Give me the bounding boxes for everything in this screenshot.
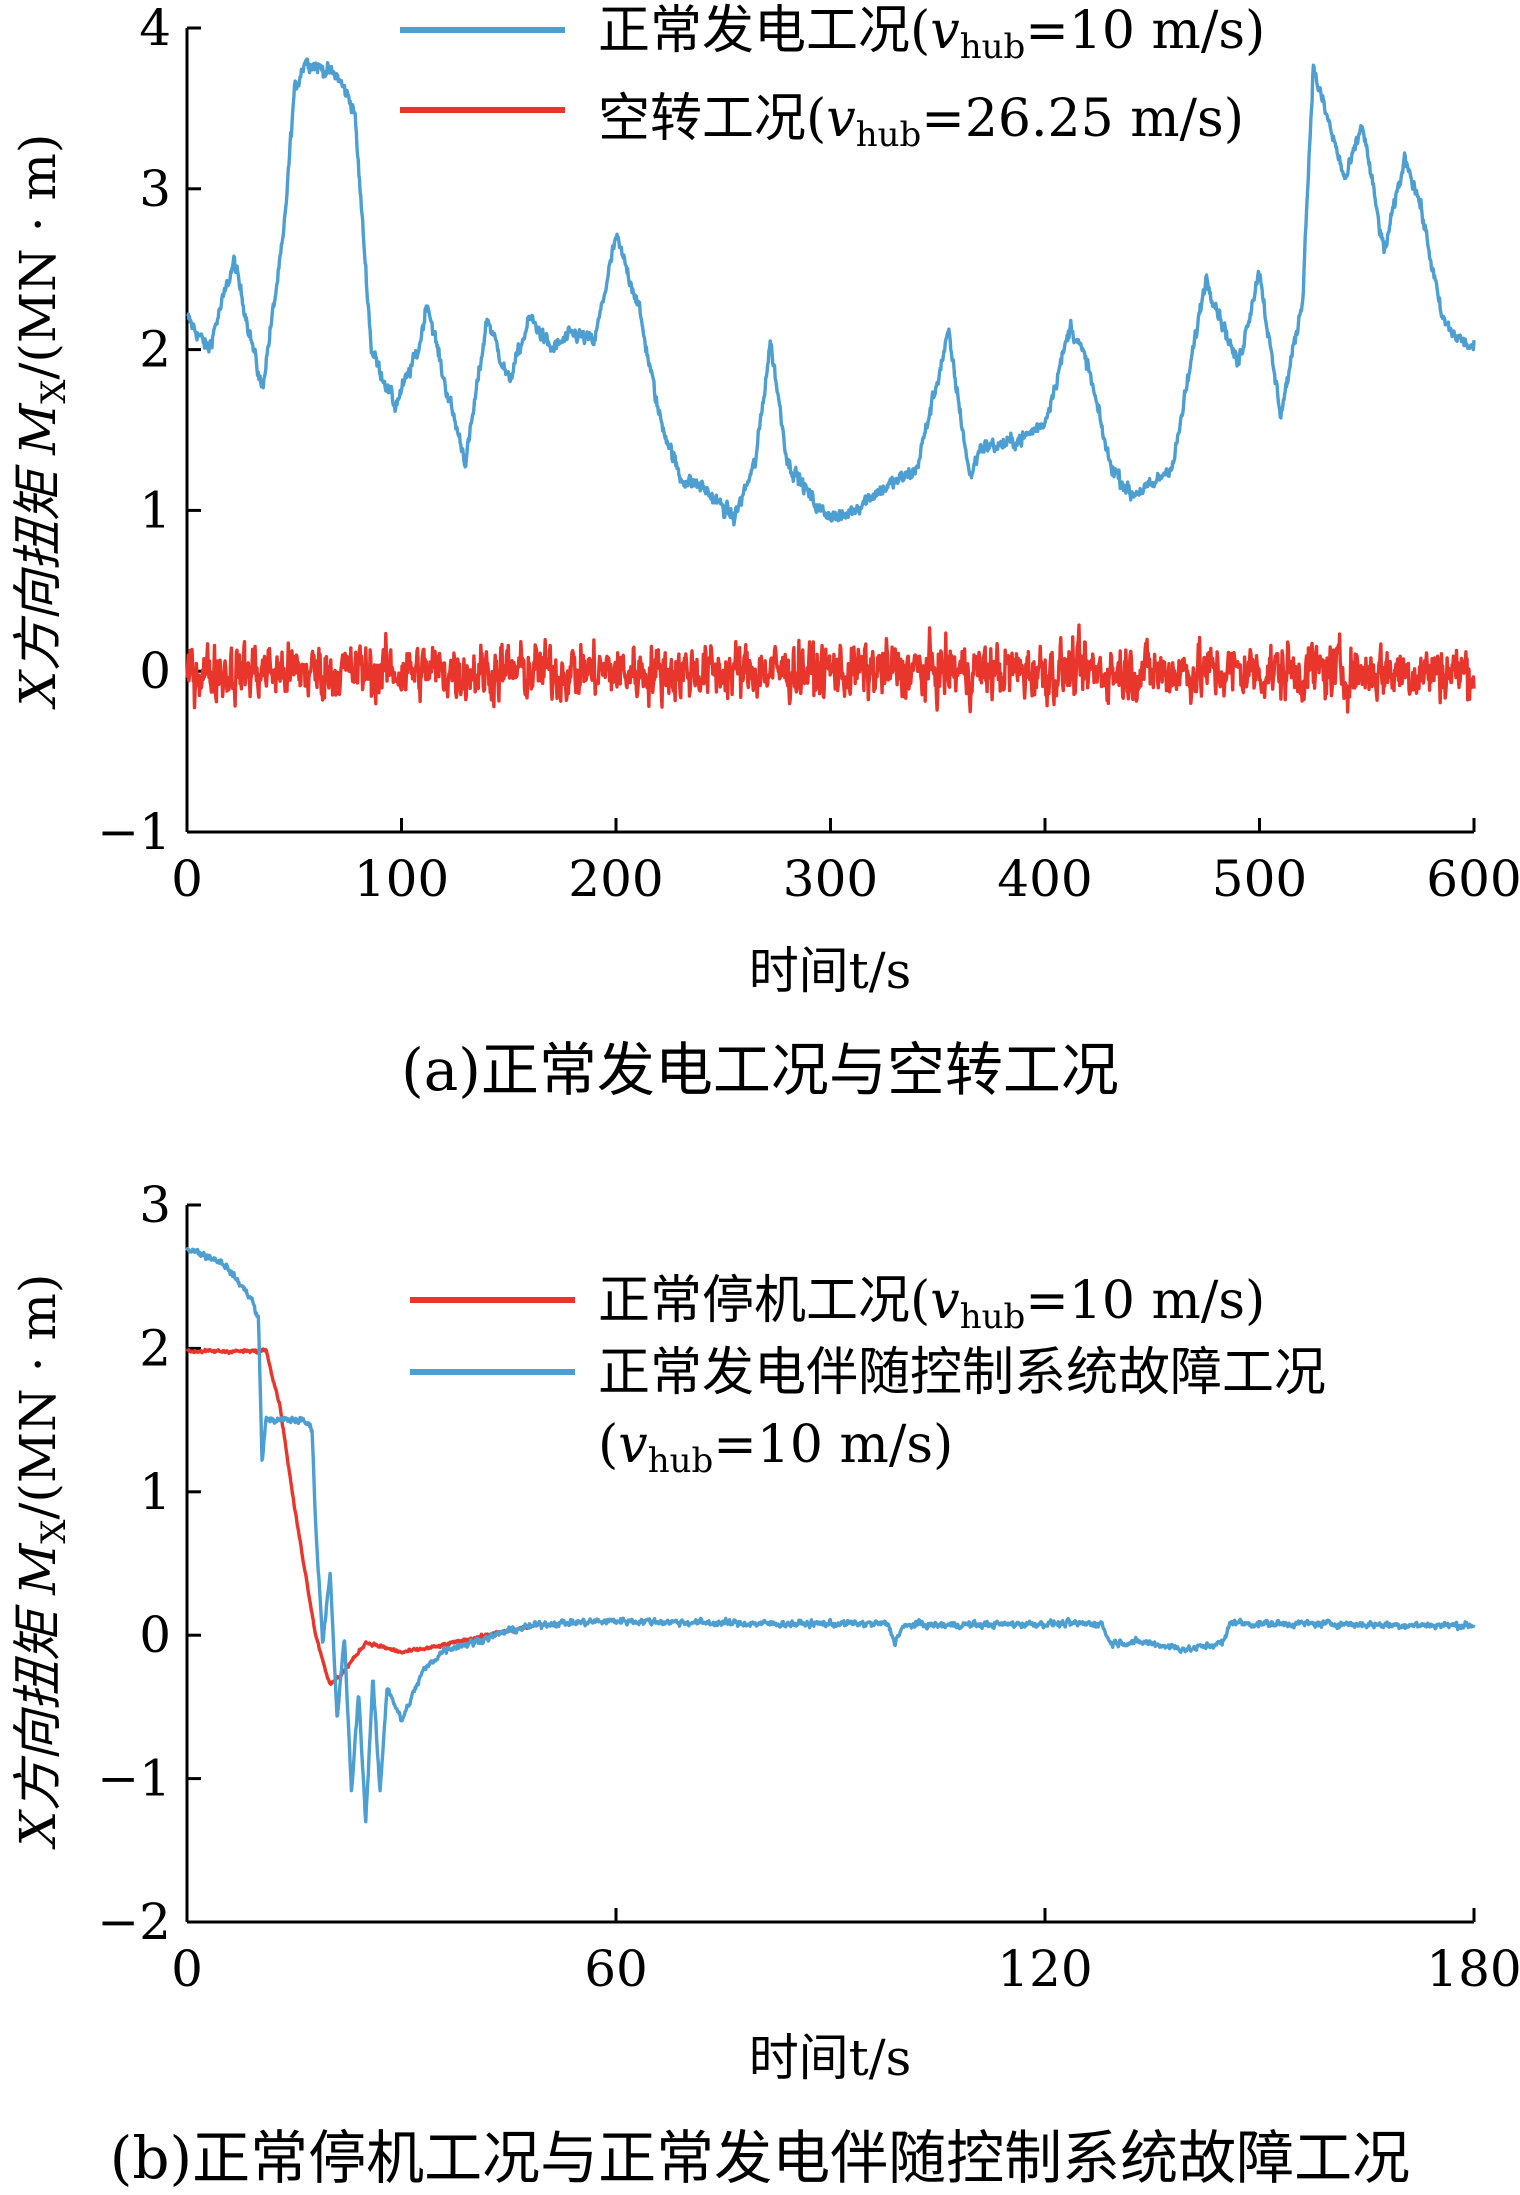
chart-b-x-tick-label: 180	[1426, 1940, 1520, 1998]
chart-b-y-tick-label: −1	[97, 1750, 171, 1808]
chart-a-series	[185, 57, 1476, 714]
chart-a-caption: (a)正常发电工况与空转工况	[401, 1036, 1119, 1104]
chart-a-x-tick-label: 500	[1212, 850, 1307, 908]
chart-a-series-0-line	[185, 57, 1476, 527]
chart-a-legend-label-generation: 正常发电工况(vhub=10 m/s)	[598, 1, 1265, 67]
chart-b-series	[185, 1246, 1476, 1824]
chart-b-legend-label-fault: 正常发电伴随控制系统故障工况	[598, 1343, 1326, 1403]
chart-a-y-tick-label: 4	[139, 0, 171, 57]
chart-a-y-axis-title: X方向扭矩 MX/(MN · m)	[9, 134, 74, 711]
chart-b-caption: (b)正常停机工况与正常发电伴随控制系统故障工况	[110, 2124, 1410, 2192]
chart-a-x-tick-label: 400	[997, 850, 1092, 908]
chart-b-y-axis-title: X方向扭矩 MX/(MN · m)	[9, 1274, 74, 1851]
chart-b-series-1-line	[185, 1246, 1476, 1824]
chart-b-y-tick-label: 3	[139, 1176, 171, 1234]
chart-b-x-axis-title: 时间t/s	[749, 2029, 912, 2087]
chart-b-legend-label-shutdown: 正常停机工况(vhub=10 m/s)	[598, 1271, 1265, 1337]
chart-a-x-tick-label: 600	[1426, 850, 1520, 908]
chart-b-y-tick-label: 2	[139, 1319, 171, 1377]
chart-b-y-tick-label: −2	[97, 1893, 171, 1951]
chart-a-y-tick-label: 2	[139, 321, 171, 379]
chart-b-y-tick-label: 1	[139, 1463, 171, 1521]
chart-a-legend-label-idling: 空转工况(vhub=26.25 m/s)	[598, 89, 1244, 155]
chart-b-y-tick-label: 0	[139, 1606, 171, 1664]
chart-b-x-tick-label: 60	[584, 1940, 648, 1998]
chart-a-series-1-line	[185, 623, 1476, 714]
chart-a-y-tick-label: −1	[97, 803, 171, 861]
chart-b-x-tick-label: 120	[997, 1940, 1092, 1998]
chart-a-y-tick-label: 0	[139, 642, 171, 700]
chart-a-x-tick-label: 300	[783, 850, 878, 908]
chart-b: 0 60 120 180 −2 −1 0 1 2 3 正常停机工况(vhub=10 m/s) 正常…	[9, 1176, 1520, 2192]
chart-b-legend: 正常停机工况(vhub=10 m/s) 正常发电伴随控制系统故障工况 (vhub…	[410, 1271, 1326, 1481]
chart-a-y-tick-label: 1	[139, 481, 171, 539]
chart-a-x-tick-label: 200	[568, 850, 663, 908]
chart-b-ticks: 0 60 120 180 −2 −1 0 1 2 3	[97, 1176, 1520, 1998]
chart-b-x-tick-label: 0	[171, 1940, 203, 1998]
chart-a-legend: 正常发电工况(vhub=10 m/s) 空转工况(vhub=26.25 m/s)	[400, 1, 1265, 155]
chart-b-legend-label-fault-line2: (vhub=10 m/s)	[598, 1415, 953, 1481]
chart-a-x-tick-label: 100	[354, 850, 449, 908]
chart-a-y-tick-label: 3	[139, 160, 171, 218]
chart-a-x-tick-label: 0	[171, 850, 203, 908]
chart-a-x-axis-title: 时间t/s	[749, 942, 912, 1000]
